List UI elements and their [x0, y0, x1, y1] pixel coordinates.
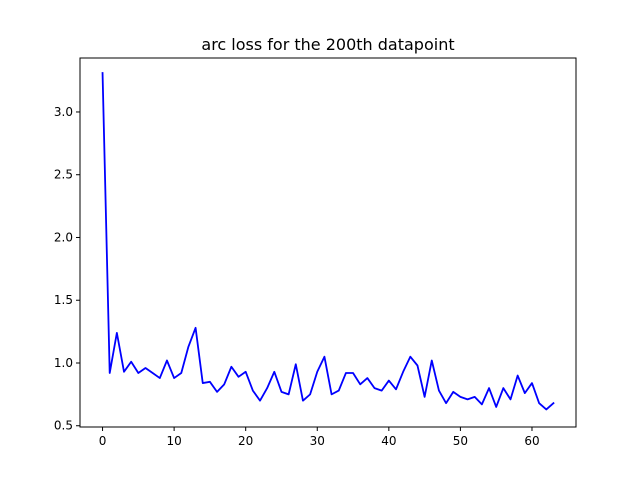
x-tick-label: 60	[524, 434, 539, 448]
y-tick-label: 3.0	[54, 105, 73, 119]
y-axis: 0.5 1.0 1.5 2.0 2.5 3.0	[54, 105, 80, 433]
series-layer	[101, 72, 555, 411]
x-tick-label: 10	[166, 434, 181, 448]
x-tick-label: 0	[99, 434, 107, 448]
y-tick-label: 2.5	[54, 168, 73, 182]
chart-title: arc loss for the 200th datapoint	[201, 35, 454, 54]
x-axis: 0 10 20 30 40 50 60	[99, 427, 540, 448]
x-tick-label: 30	[310, 434, 325, 448]
x-tick-label: 20	[238, 434, 253, 448]
x-tick-label: 50	[453, 434, 468, 448]
y-tick-label: 1.0	[54, 356, 73, 370]
plot-area-frame	[79, 57, 577, 428]
y-tick-label: 1.5	[54, 293, 73, 307]
x-tick-label: 40	[381, 434, 396, 448]
series-line-0	[101, 72, 555, 411]
y-tick-label: 0.5	[54, 419, 73, 433]
y-tick-label: 2.0	[54, 230, 73, 244]
